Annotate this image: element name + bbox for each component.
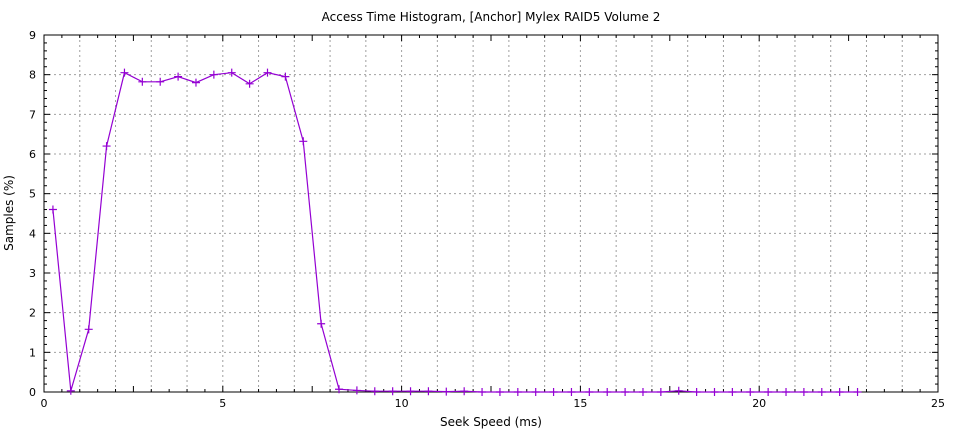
series-line [52, 71, 858, 393]
data-point [531, 388, 540, 396]
y-tick-label: 8 [29, 69, 36, 82]
y-tick-label: 0 [29, 386, 36, 399]
chart-title: Access Time Histogram, [Anchor] Mylex RA… [322, 10, 661, 24]
data-point [692, 388, 701, 396]
x-tick-label: 0 [41, 397, 48, 410]
data-point [209, 70, 218, 79]
data-point [621, 388, 630, 396]
x-tick-label: 5 [219, 397, 226, 410]
data-point [799, 388, 808, 396]
series [48, 68, 862, 396]
plot-frame [43, 34, 939, 393]
data-point [746, 388, 755, 396]
data-point [370, 387, 379, 396]
data-point [299, 137, 308, 146]
x-tick-label: 25 [931, 397, 945, 410]
data-point [585, 388, 594, 396]
data-point [549, 388, 558, 396]
data-point [191, 78, 200, 87]
data-point [728, 388, 737, 396]
y-tick-label: 1 [29, 346, 36, 359]
x-tick-label: 10 [395, 397, 409, 410]
data-point [388, 387, 397, 396]
grid [44, 35, 938, 392]
y-tick-label: 3 [29, 267, 36, 280]
data-point [638, 388, 647, 396]
y-axis-label: Samples (%) [2, 175, 16, 251]
data-point [66, 386, 75, 395]
data-point [335, 385, 344, 394]
data-point [710, 388, 719, 396]
data-point [853, 388, 862, 396]
y-tick-label: 9 [29, 29, 36, 42]
data-point [102, 142, 111, 151]
data-point [156, 77, 165, 86]
data-point [460, 387, 469, 396]
data-point [281, 72, 290, 81]
data-point [603, 388, 612, 396]
data-point [174, 72, 183, 81]
y-tick-label: 6 [29, 148, 36, 161]
data-point [138, 77, 147, 86]
data-point [817, 388, 826, 396]
y-tick-label: 2 [29, 307, 36, 320]
data-point [656, 388, 665, 396]
data-point [513, 388, 522, 396]
ticks: 0 5 10 15 20 25 0 1 2 3 4 5 6 7 8 9 [29, 29, 945, 410]
data-point [263, 68, 272, 77]
data-point [406, 387, 415, 396]
data-point [782, 388, 791, 396]
data-point [835, 388, 844, 396]
data-point [317, 319, 326, 328]
data-point [764, 388, 773, 396]
data-point [424, 387, 433, 396]
data-point [120, 68, 129, 77]
data-point [245, 79, 254, 88]
data-point [567, 388, 576, 396]
data-point [442, 387, 451, 396]
y-tick-label: 4 [29, 227, 36, 240]
data-point [48, 205, 57, 214]
y-tick-label: 7 [29, 108, 36, 121]
data-point [478, 388, 487, 396]
y-tick-label: 5 [29, 188, 36, 201]
data-point [495, 388, 504, 396]
x-axis-label: Seek Speed (ms) [440, 415, 542, 429]
x-tick-label: 15 [573, 397, 587, 410]
data-point [227, 68, 236, 77]
data-point [352, 386, 361, 395]
data-point [674, 386, 683, 395]
data-point [84, 325, 93, 334]
x-tick-label: 20 [752, 397, 766, 410]
